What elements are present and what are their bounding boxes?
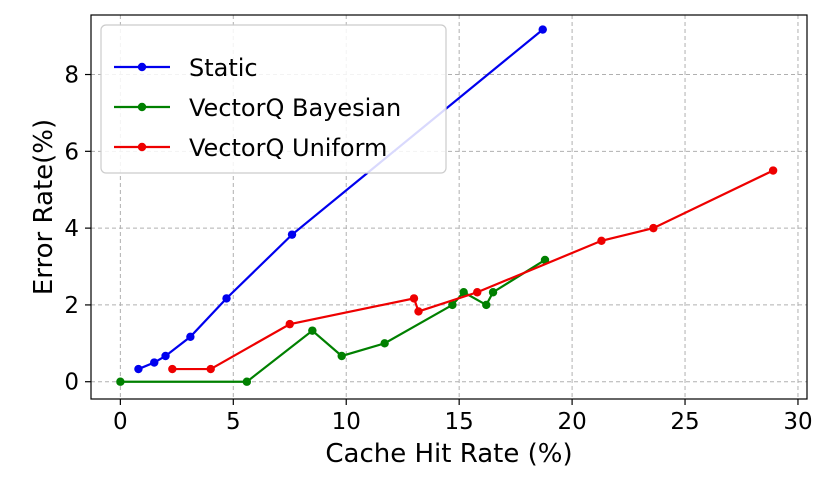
legend: Static VectorQ Bayesian VectorQ Uniform: [100, 24, 447, 174]
data-point: [222, 294, 231, 303]
data-point: [337, 351, 346, 361]
data-point: [308, 326, 317, 335]
y-tick-label: 8: [64, 63, 79, 89]
data-point: [414, 307, 423, 316]
x-tick-label: 30: [783, 409, 812, 435]
data-point: [242, 377, 252, 386]
legend-label: Static: [189, 54, 258, 82]
data-point: [448, 300, 457, 310]
series-line: [172, 169, 774, 371]
y-axis-label: Error Rate(%): [29, 119, 59, 295]
x-tick-label: 0: [113, 409, 128, 435]
data-point: [473, 288, 482, 297]
y-tick-label: 0: [64, 370, 79, 396]
ticks: 0 5 10 15 20 25 30 0 2 4 6 8: [64, 63, 812, 435]
series-2: [168, 166, 778, 374]
legend-item: VectorQ Uniform: [114, 134, 387, 162]
data-point: [150, 358, 159, 367]
data-point: [409, 294, 419, 303]
data-point: [768, 166, 778, 175]
data-point: [459, 288, 468, 297]
legend-item: VectorQ Bayesian: [114, 94, 401, 122]
plot-frame: [90, 14, 808, 400]
data-point: [161, 351, 170, 361]
legend-label: VectorQ Bayesian: [189, 94, 401, 122]
data-point: [116, 377, 125, 386]
series-1: [116, 255, 550, 386]
data-point: [168, 364, 177, 374]
data-point: [488, 288, 498, 297]
x-tick-label: 15: [445, 409, 474, 435]
legend-item: Static: [114, 54, 258, 82]
data-point: [380, 339, 389, 348]
series-line: [120, 259, 546, 383]
data-point: [482, 300, 491, 310]
x-axis-label: Cache Hit Rate (%): [325, 439, 572, 469]
data-point: [186, 332, 195, 341]
x-tick-label: 10: [332, 409, 361, 435]
x-tick-label: 5: [226, 409, 241, 435]
data-point: [538, 25, 547, 34]
data-point: [597, 236, 606, 245]
legend-marker: [137, 102, 147, 112]
y-tick-label: 4: [64, 216, 79, 242]
data-point: [540, 255, 550, 265]
x-tick-label: 25: [670, 409, 699, 435]
legend-label: VectorQ Uniform: [189, 134, 387, 162]
data-point: [134, 364, 143, 374]
series-0: [134, 25, 547, 374]
x-tick-label: 20: [557, 409, 586, 435]
data-point: [206, 364, 215, 374]
data-point: [287, 230, 297, 239]
series-layer: [116, 25, 778, 386]
y-tick-label: 6: [64, 139, 79, 165]
legend-marker: [137, 62, 147, 72]
legend-box: [100, 24, 447, 174]
data-point: [649, 223, 658, 233]
y-tick-label: 2: [64, 293, 79, 319]
legend-marker: [137, 142, 147, 152]
data-point: [285, 319, 294, 329]
